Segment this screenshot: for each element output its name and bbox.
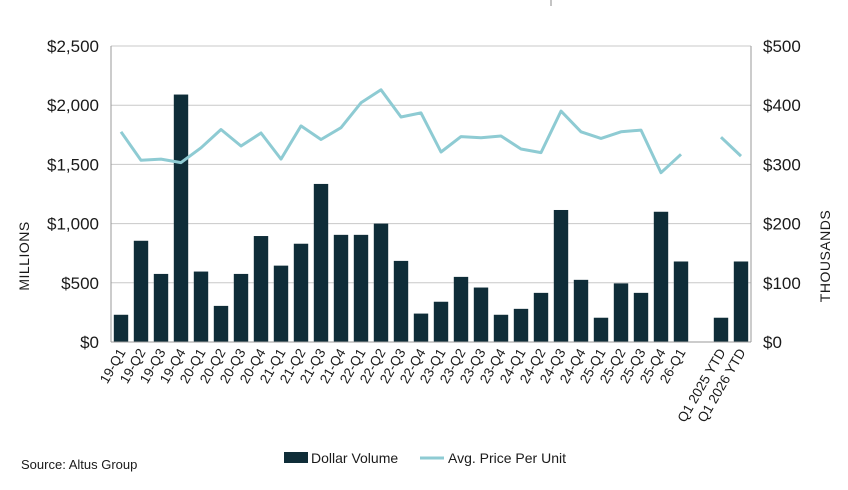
right-axis-title: THOUSANDS <box>817 210 833 302</box>
bar-dollar-volume <box>553 209 569 342</box>
bar-dollar-volume <box>653 211 669 342</box>
bar-series <box>113 94 749 342</box>
source-note: Source: Altus Group <box>21 457 137 472</box>
right-tick-label: $400 <box>763 96 801 115</box>
right-tick-label: $200 <box>763 215 801 234</box>
right-tick-label: $0 <box>763 333 782 352</box>
bar-dollar-volume <box>193 271 209 342</box>
bar-dollar-volume <box>293 243 309 342</box>
axes <box>110 46 752 343</box>
left-tick-label: $2,000 <box>47 96 99 115</box>
left-tick-label: $1,000 <box>47 215 99 234</box>
legend-label-avg-price: Avg. Price Per Unit <box>448 450 566 466</box>
bar-dollar-volume <box>333 234 349 342</box>
legend-label-dollar-volume: Dollar Volume <box>311 450 398 466</box>
x-axis-labels: 19-Q119-Q219-Q319-Q420-Q120-Q220-Q320-Q4… <box>97 346 749 425</box>
right-tick-label: $100 <box>763 274 801 293</box>
legend: Dollar Volume Avg. Price Per Unit <box>284 450 566 466</box>
left-tick-label: $2,500 <box>47 37 99 56</box>
bar-dollar-volume <box>113 314 129 342</box>
right-tick-label: $300 <box>763 155 801 174</box>
left-tick-label: $1,500 <box>47 155 99 174</box>
bar-dollar-volume <box>593 317 609 342</box>
bar-dollar-volume <box>433 301 449 342</box>
bar-dollar-volume <box>213 305 229 342</box>
gridlines <box>111 45 751 284</box>
bar-dollar-volume <box>613 283 629 342</box>
bar-dollar-volume <box>673 261 689 342</box>
bar-dollar-volume <box>393 260 409 342</box>
left-tick-label: $0 <box>80 333 99 352</box>
left-axis-ticks: $0 $500 $1,000 $1,500 $2,000 $2,500 <box>47 37 99 352</box>
bar-dollar-volume <box>313 183 329 342</box>
bar-dollar-volume <box>253 236 269 342</box>
bar-dollar-volume <box>413 313 429 342</box>
bar-dollar-volume <box>573 279 589 342</box>
line-avg-price-segment <box>719 136 743 158</box>
bar-dollar-volume <box>233 273 249 342</box>
bar-dollar-volume <box>373 223 389 342</box>
bar-dollar-volume <box>353 234 369 342</box>
bar-dollar-volume <box>173 94 189 342</box>
bar-dollar-volume <box>493 314 509 342</box>
bar-dollar-volume <box>713 317 729 342</box>
right-tick-label: $500 <box>763 37 801 56</box>
bar-dollar-volume <box>153 273 169 342</box>
legend-swatch-dollar-volume <box>284 452 308 463</box>
left-axis-title: MILLIONS <box>16 221 32 290</box>
bar-dollar-volume <box>733 261 749 342</box>
bar-dollar-volume <box>453 276 469 342</box>
bar-dollar-volume <box>633 292 649 342</box>
bar-dollar-volume <box>133 240 149 342</box>
bar-dollar-volume <box>273 265 289 342</box>
bar-dollar-volume <box>533 292 549 342</box>
line-series <box>119 88 743 175</box>
line-avg-price-segment <box>119 88 683 175</box>
bar-dollar-volume <box>513 308 529 342</box>
right-axis-ticks: $0 $100 $200 $300 $400 $500 <box>763 37 801 352</box>
bar-dollar-volume <box>473 287 489 342</box>
left-tick-label: $500 <box>61 274 99 293</box>
